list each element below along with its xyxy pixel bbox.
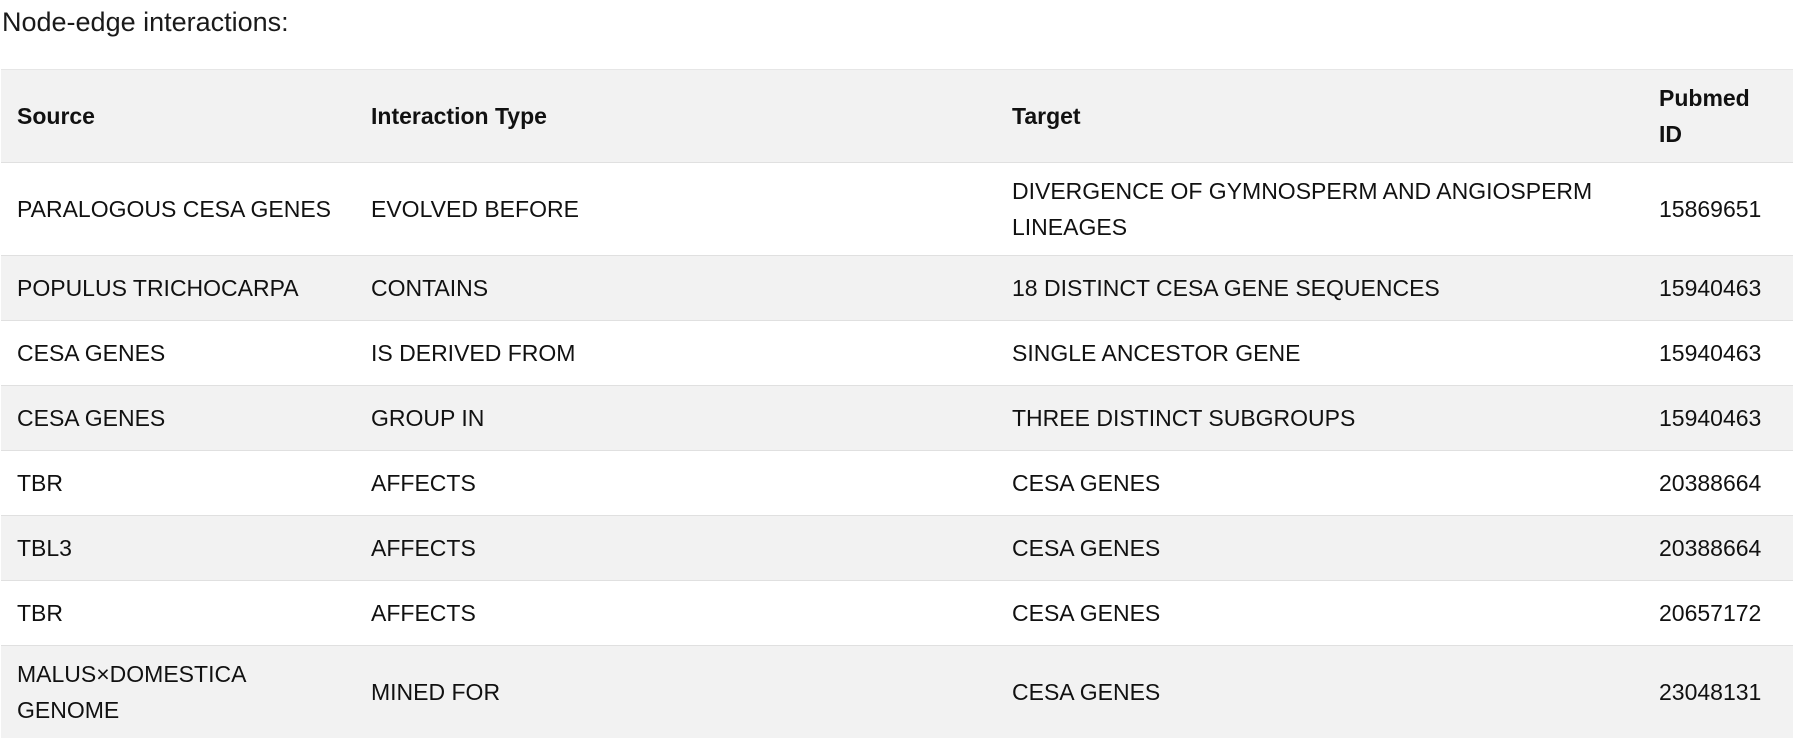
column-header-pubmed-id[interactable]: Pubmed ID [1643, 70, 1793, 163]
cell-target: SINGLE ANCESTOR GENE [996, 321, 1643, 386]
cell-target: CESA GENES [996, 581, 1643, 646]
cell-interaction-type: AFFECTS [355, 516, 996, 581]
cell-interaction-type: EVOLVED BEFORE [355, 163, 996, 256]
cell-target: CESA GENES [996, 451, 1643, 516]
cell-target: CESA GENES [996, 516, 1643, 581]
cell-target: DIVERGENCE OF GYMNOSPERM AND ANGIOSPERM … [996, 163, 1643, 256]
cell-pubmed-id: 23048131 [1643, 646, 1793, 738]
cell-source: CESA GENES [1, 386, 355, 451]
column-header-interaction-type[interactable]: Interaction Type [355, 70, 996, 163]
cell-source: TBL3 [1, 516, 355, 581]
cell-pubmed-id: 15869651 [1643, 163, 1793, 256]
cell-pubmed-id: 20388664 [1643, 451, 1793, 516]
table-row: TBR AFFECTS CESA GENES 20657172 [1, 581, 1793, 646]
cell-interaction-type: MINED FOR [355, 646, 996, 738]
cell-source: CESA GENES [1, 321, 355, 386]
table-row: TBR AFFECTS CESA GENES 20388664 [1, 451, 1793, 516]
cell-target: CESA GENES [996, 646, 1643, 738]
cell-pubmed-id: 20657172 [1643, 581, 1793, 646]
table-row: PARALOGOUS CESA GENES EVOLVED BEFORE DIV… [1, 163, 1793, 256]
cell-source: PARALOGOUS CESA GENES [1, 163, 355, 256]
table-row: CESA GENES IS DERIVED FROM SINGLE ANCEST… [1, 321, 1793, 386]
cell-target: 18 DISTINCT CESA GENE SEQUENCES [996, 256, 1643, 321]
cell-source: TBR [1, 581, 355, 646]
table-row: MALUS×DOMESTICA GENOME MINED FOR CESA GE… [1, 646, 1793, 738]
cell-pubmed-id: 20388664 [1643, 516, 1793, 581]
column-header-target[interactable]: Target [996, 70, 1643, 163]
cell-source: TBR [1, 451, 355, 516]
cell-interaction-type: GROUP IN [355, 386, 996, 451]
cell-pubmed-id: 15940463 [1643, 321, 1793, 386]
section-heading: Node-edge interactions: [2, 4, 289, 40]
cell-source: MALUS×DOMESTICA GENOME [1, 646, 355, 738]
cell-pubmed-id: 15940463 [1643, 386, 1793, 451]
cell-pubmed-id: 15940463 [1643, 256, 1793, 321]
table-row: CESA GENES GROUP IN THREE DISTINCT SUBGR… [1, 386, 1793, 451]
table-header-row: Source Interaction Type Target Pubmed ID [1, 70, 1793, 163]
cell-interaction-type: AFFECTS [355, 581, 996, 646]
table-row: TBL3 AFFECTS CESA GENES 20388664 [1, 516, 1793, 581]
cell-interaction-type: AFFECTS [355, 451, 996, 516]
column-header-source[interactable]: Source [1, 70, 355, 163]
cell-interaction-type: IS DERIVED FROM [355, 321, 996, 386]
cell-source: POPULUS TRICHOCARPA [1, 256, 355, 321]
interactions-table: Source Interaction Type Target Pubmed ID… [1, 69, 1793, 738]
cell-target: THREE DISTINCT SUBGROUPS [996, 386, 1643, 451]
cell-interaction-type: CONTAINS [355, 256, 996, 321]
table-row: POPULUS TRICHOCARPA CONTAINS 18 DISTINCT… [1, 256, 1793, 321]
